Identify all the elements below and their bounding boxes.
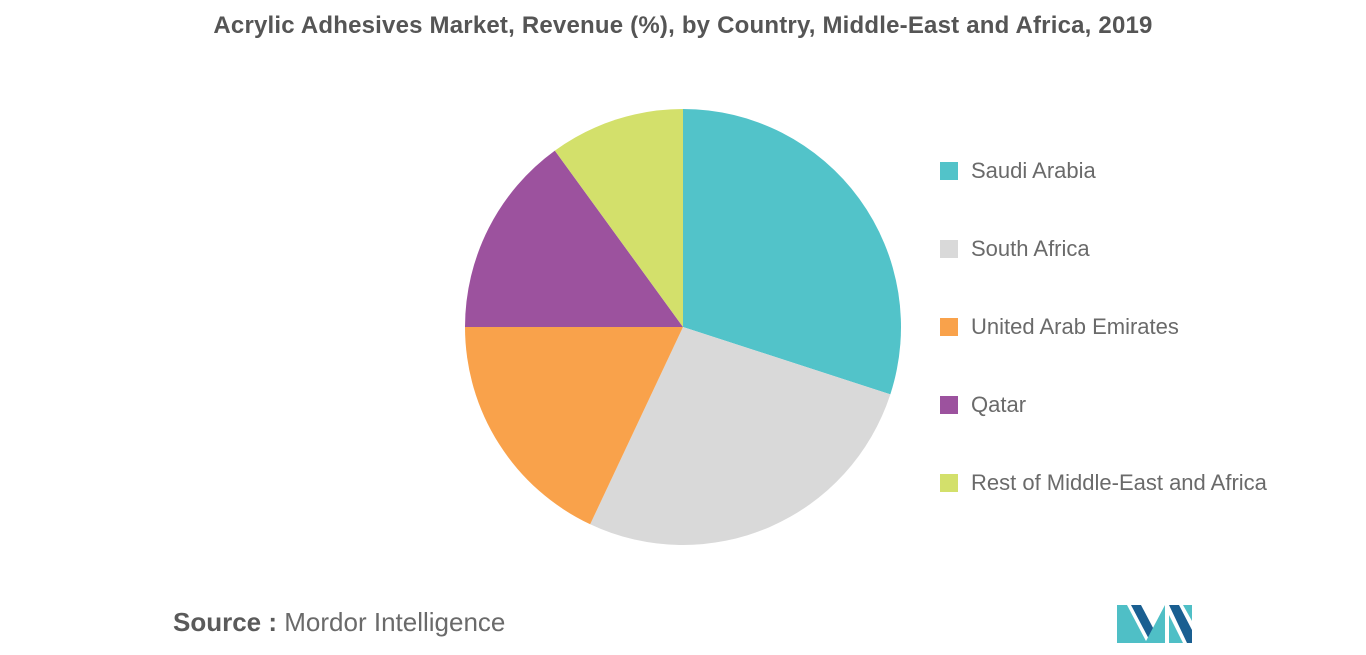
legend-item: Qatar bbox=[940, 392, 1267, 470]
logo-shape-right-edge bbox=[1183, 605, 1192, 621]
legend-label: United Arab Emirates bbox=[971, 314, 1179, 339]
pie-slice-saudi-arabia bbox=[683, 109, 902, 395]
logo-shape-left bbox=[1117, 605, 1147, 643]
legend-item: South Africa bbox=[940, 236, 1267, 314]
logo-shape-right-dark bbox=[1169, 605, 1192, 643]
legend-swatch bbox=[940, 474, 958, 492]
legend-swatch bbox=[940, 396, 958, 414]
legend-item: Rest of Middle-East and Africa bbox=[940, 470, 1267, 548]
legend-item: United Arab Emirates bbox=[940, 314, 1267, 392]
legend-label: South Africa bbox=[971, 236, 1090, 261]
pie-slice-united-arab-emirates bbox=[465, 327, 683, 525]
logo-shape-right-light bbox=[1169, 615, 1183, 643]
pie-slice-rest-of-middle-east-and-africa bbox=[554, 108, 683, 327]
chart-title: Acrylic Adhesives Market, Revenue (%), b… bbox=[213, 12, 1153, 39]
legend-swatch bbox=[940, 240, 958, 258]
legend-swatch bbox=[940, 318, 958, 336]
legend-item: Saudi Arabia bbox=[940, 158, 1267, 236]
pie-slice-qatar bbox=[464, 150, 683, 327]
logo-shape-mid-light bbox=[1145, 605, 1165, 643]
chart-legend: Saudi Arabia South Africa United Arab Emir… bbox=[940, 158, 1267, 548]
legend-label: Rest of Middle-East and Africa bbox=[971, 470, 1267, 495]
source-text: Mordor Intelligence bbox=[284, 607, 506, 637]
source-note: Source : Mordor Intelligence bbox=[173, 607, 505, 638]
pie-slice-south-africa bbox=[590, 327, 891, 545]
legend-label: Saudi Arabia bbox=[971, 158, 1096, 183]
source-label: Source : bbox=[173, 607, 278, 637]
legend-swatch bbox=[940, 162, 958, 180]
legend-label: Qatar bbox=[971, 392, 1027, 417]
mordor-intelligence-logo bbox=[1117, 605, 1192, 643]
